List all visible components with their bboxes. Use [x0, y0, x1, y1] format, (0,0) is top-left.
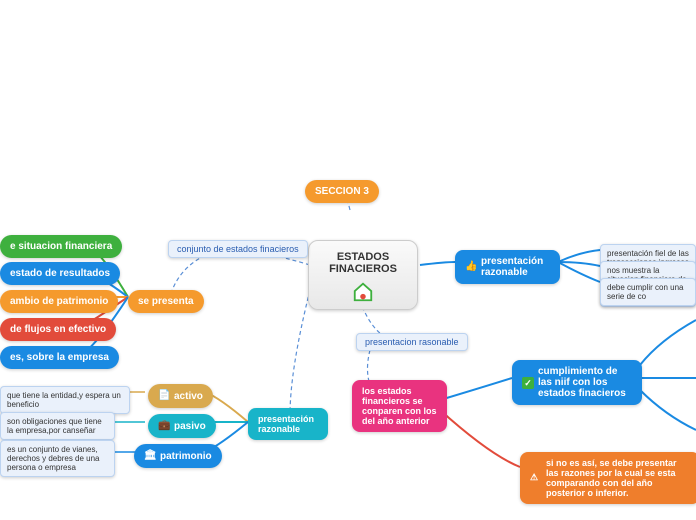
header-section: SECCION 3	[305, 180, 379, 203]
node-se-presenta[interactable]: se presenta	[128, 290, 204, 313]
label-cumplimiento: cumplimiento de las niif con los estados…	[538, 366, 632, 399]
node-cambio[interactable]: ambio de patrimonio	[0, 290, 118, 313]
thumb-icon: 👍	[465, 261, 477, 273]
central-topic[interactable]: ESTADOS FINACIEROS	[308, 240, 418, 310]
check-icon: ✓	[522, 377, 534, 389]
detail-3: debe cumplir con una serie de co	[600, 278, 696, 306]
label-presentacion-razonable: presentación razonable	[481, 256, 550, 278]
node-comparen[interactable]: los estados financieros se conparen con …	[352, 380, 447, 432]
label-pasivo: pasivo	[174, 421, 206, 432]
node-patrimonio[interactable]: 🏛 patrimonio	[134, 444, 222, 468]
node-resultados[interactable]: estado de resultados	[0, 262, 120, 285]
house-icon	[352, 281, 374, 303]
label-si-no: si no es así, se debe presentar las razo…	[546, 458, 690, 498]
node-cumplimiento[interactable]: ✓ cumplimiento de las niif con los estad…	[512, 360, 642, 405]
desc-pasivo: son obligaciones que tiene la empresa,po…	[0, 412, 115, 440]
node-sobre[interactable]: es, sobre la empresa	[0, 346, 119, 369]
pasivo-icon: 💼	[158, 420, 170, 432]
node-pres-razonable-2[interactable]: presentación razonable	[248, 408, 328, 440]
desc-activo: que tiene la entidad,y espera un benefic…	[0, 386, 130, 414]
label-activo: activo	[174, 391, 203, 402]
activo-icon: 📄	[158, 390, 170, 402]
tag-conjunto: conjunto de estados finacieros	[168, 240, 308, 258]
node-flujos[interactable]: de flujos en efectivo	[0, 318, 116, 341]
node-si-no[interactable]: ⚠ si no es así, se debe presentar las ra…	[520, 452, 696, 504]
central-title: ESTADOS FINACIEROS	[329, 251, 397, 275]
tag-presentacion: presentacion rasonable	[356, 333, 468, 351]
warning-icon: ⚠	[530, 472, 542, 484]
label-patrimonio: patrimonio	[160, 451, 212, 462]
node-presentacion-razonable[interactable]: 👍 presentación razonable	[455, 250, 560, 284]
node-activo[interactable]: 📄 activo	[148, 384, 213, 408]
node-pasivo[interactable]: 💼 pasivo	[148, 414, 216, 438]
patrimonio-icon: 🏛	[144, 450, 156, 462]
node-situacion[interactable]: e situacion financiera	[0, 235, 122, 258]
desc-patrimonio: es un conjunto de vianes, derechos y deb…	[0, 440, 115, 477]
